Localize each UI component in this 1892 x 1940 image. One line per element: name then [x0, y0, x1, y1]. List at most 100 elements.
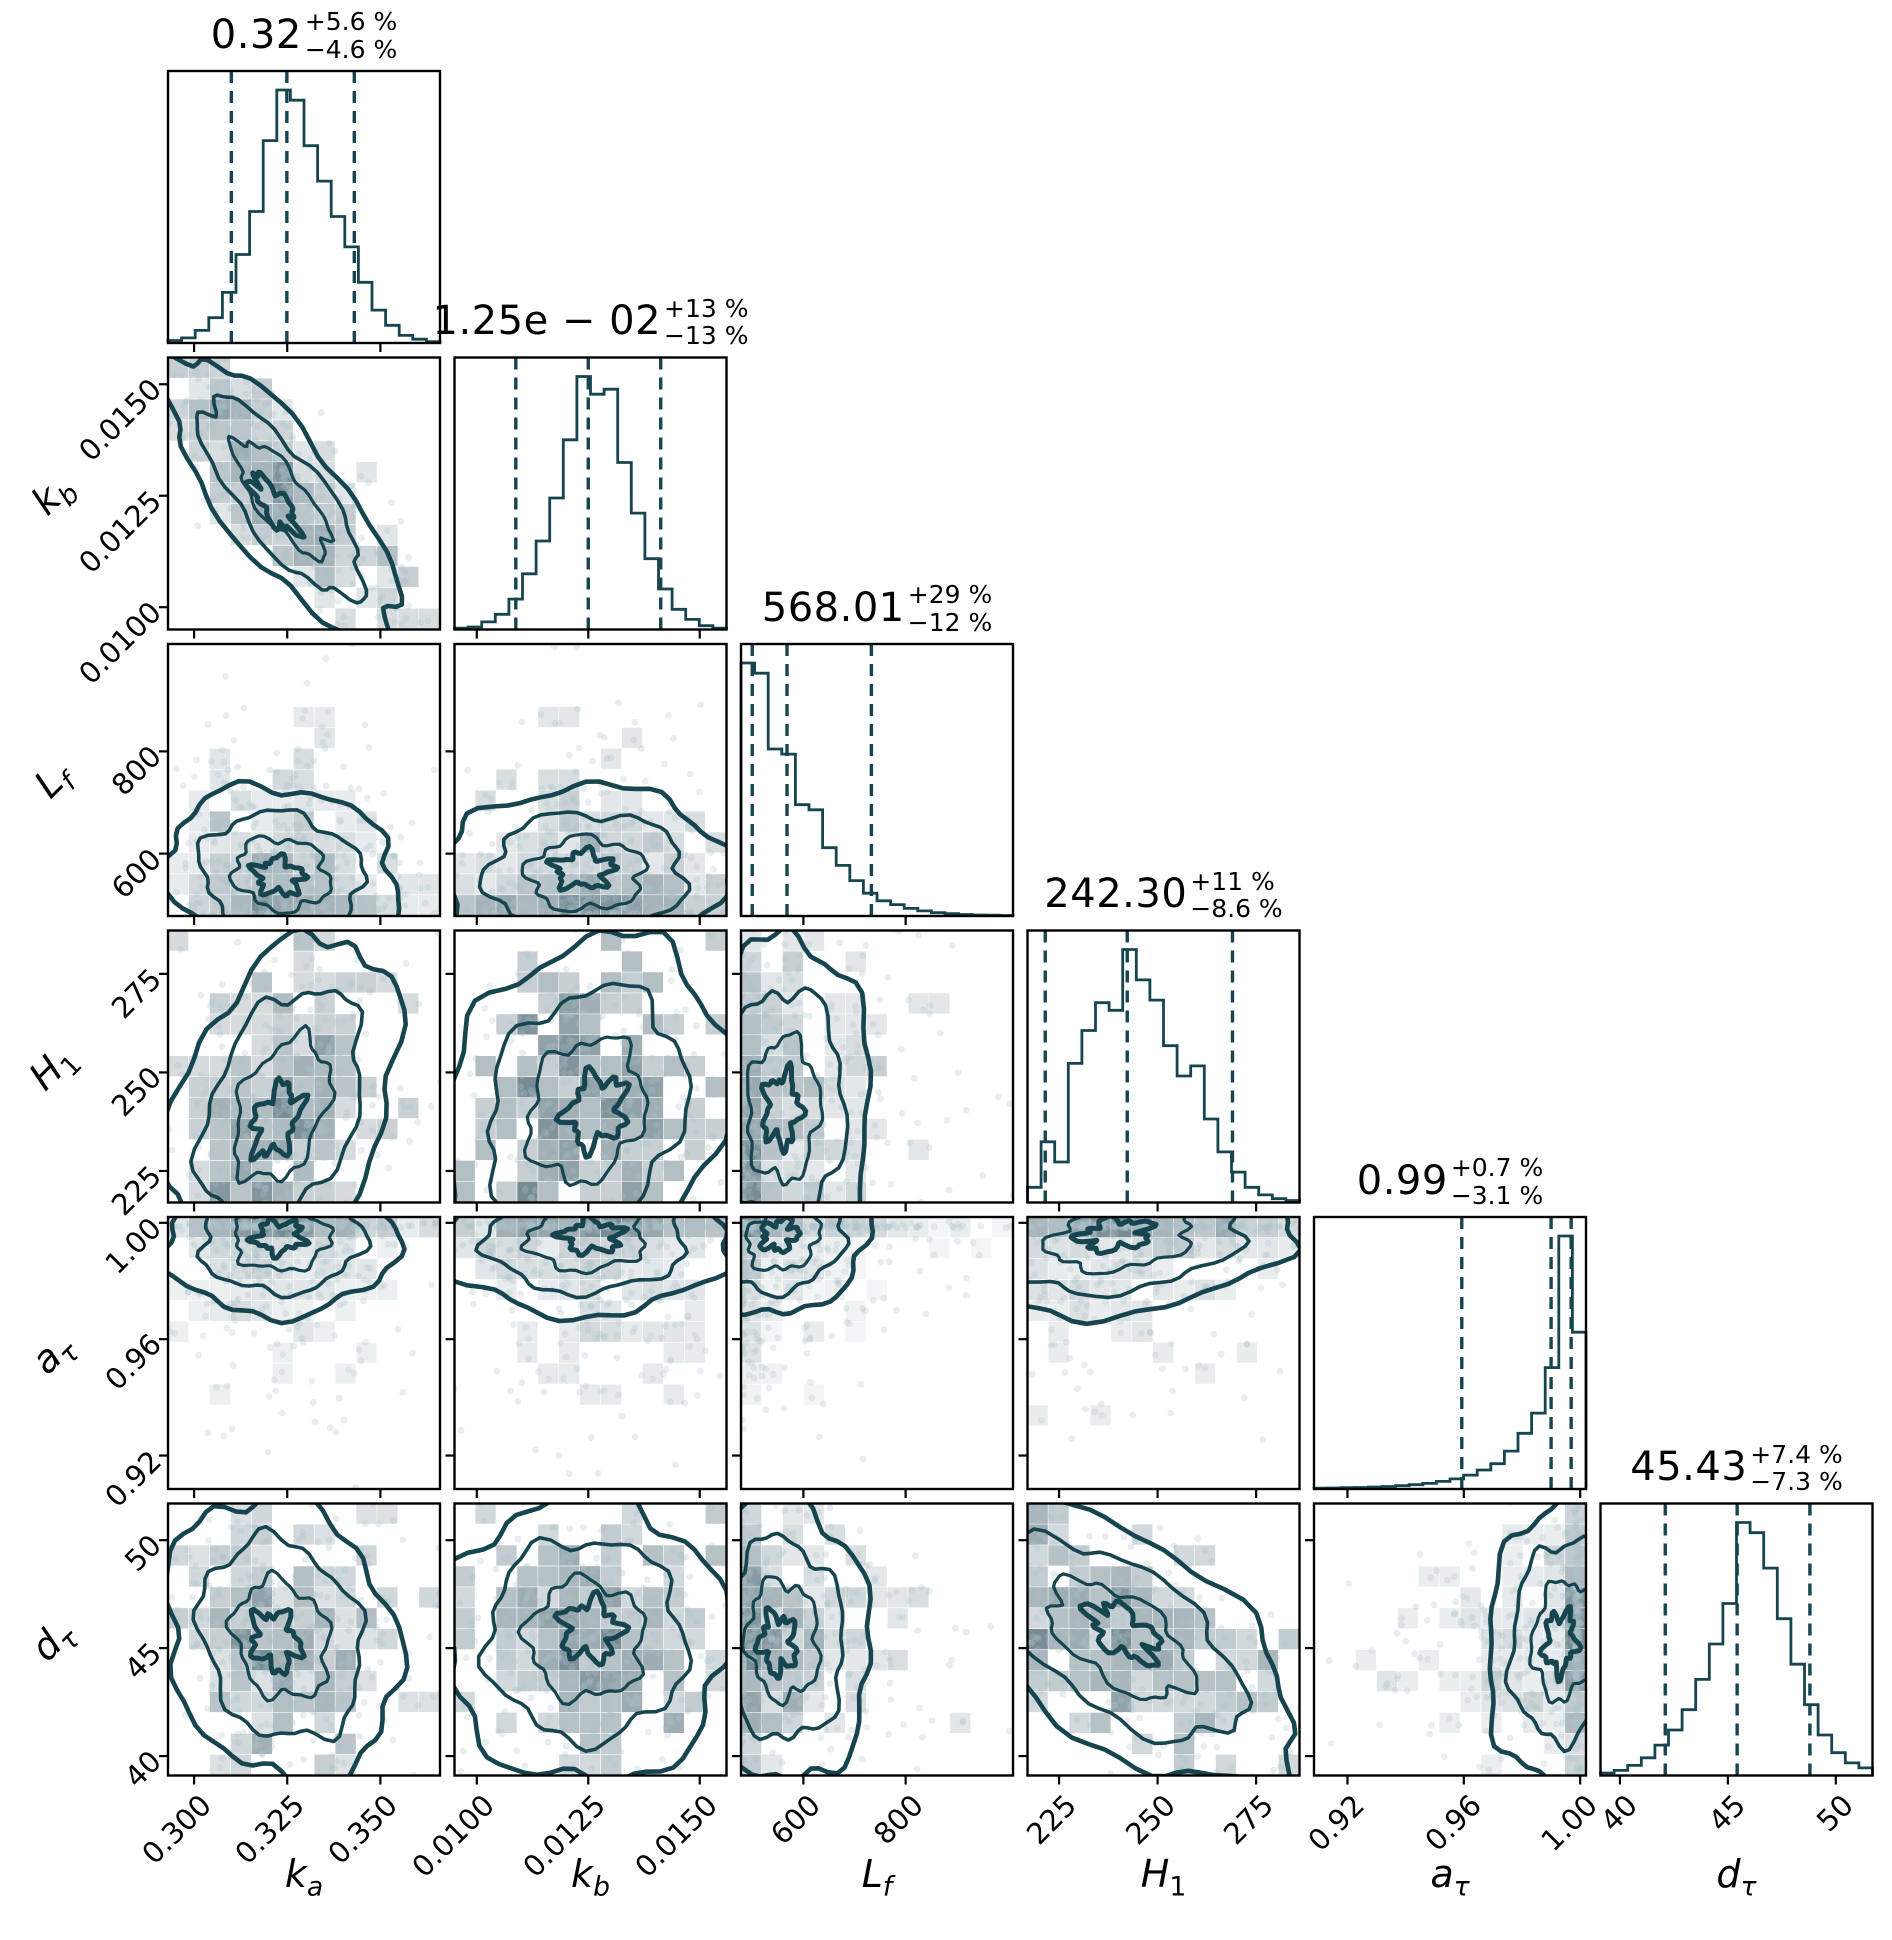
density-contour-level-1: [1027, 1527, 1254, 1746]
density-contour-level-1: [485, 981, 693, 1203]
panel-H_1-vs-k_b: [445, 929, 728, 1212]
histogram-step-k_a: [166, 88, 442, 344]
panel-H_1-vs-k_a: [159, 929, 442, 1212]
panel-a_tau-vs-k_b: [445, 1215, 728, 1498]
density-contour-level-1: [189, 988, 365, 1203]
title-plus-percent: +7.4 %: [1750, 1439, 1843, 1469]
panel-border: [739, 1502, 1015, 1777]
density-contour-level-3: [759, 1060, 809, 1156]
histogram-step-a_tau: [1312, 1234, 1588, 1490]
density-contour-level-0: [1027, 1503, 1298, 1776]
hist-panel-L_f: [739, 642, 1015, 925]
axis-label-base: L: [861, 1852, 883, 1896]
panel-border: [739, 1215, 1015, 1491]
panel-border: [453, 1502, 728, 1777]
title-value: 242.30: [1044, 871, 1188, 917]
density-contour-level-0: [454, 930, 727, 1203]
panel-k_b-vs-k_a: [159, 356, 442, 639]
histogram-step-H_1: [1026, 948, 1301, 1203]
panel-border: [1026, 1502, 1301, 1777]
density-contour-level-1: [1027, 1217, 1251, 1300]
axis-label-subscript: b: [593, 1871, 610, 1903]
panel-border: [453, 1215, 728, 1491]
density-contour-level-0: [168, 357, 405, 630]
axis-label-subscript: τ: [1740, 1871, 1757, 1903]
panel-border: [1026, 1215, 1301, 1491]
density-contour-level-1: [195, 808, 370, 916]
panel-L_f-vs-k_a: [159, 642, 442, 925]
density-contour-level-0: [1487, 1503, 1560, 1776]
title-value: 0.99: [1356, 1157, 1448, 1204]
histogram-step-L_f: [739, 661, 1015, 917]
title-uncertainty: +7.4 % −7.3 %: [1750, 1439, 1843, 1496]
title-minus-percent: −12 %: [907, 607, 993, 637]
panel-border: [1599, 1502, 1874, 1777]
density-contour-level-0: [741, 930, 874, 1203]
hist-panel-H_1: [1026, 929, 1301, 1212]
title-plus-percent: +5.6 %: [304, 7, 398, 36]
density-contour-level-1: [477, 810, 692, 916]
histogram-step-k_b: [453, 375, 728, 630]
density-contour-level-2: [741, 1575, 823, 1708]
title-minus-percent: −3.1 %: [1450, 1180, 1544, 1210]
axis-label-base: H: [1140, 1852, 1170, 1896]
panel-d_tau-vs-k_a: [159, 1502, 442, 1785]
density-contour-level-1: [741, 1217, 851, 1300]
density-contour-level-2: [522, 1035, 650, 1188]
title-value: 1.25e − 02: [432, 298, 662, 344]
density-contour-level-3: [544, 844, 621, 893]
density-contour-level-2: [744, 1217, 823, 1272]
title-k_b: 1.25e − 02 +13 % −13 %: [433, 294, 749, 349]
panel-d_tau-vs-a_tau: [1305, 1502, 1588, 1785]
density-contour-level-0: [454, 1217, 727, 1324]
hist-panel-k_b: [453, 356, 728, 639]
panel-border: [166, 1215, 442, 1491]
title-k_a: 0.32 +5.6 % −4.6 %: [210, 7, 398, 64]
density-contour-level-0: [741, 1217, 876, 1318]
density-contour-level-1: [476, 1535, 694, 1754]
density-contour-level-2: [519, 1217, 647, 1276]
panel-a_tau-vs-H_1: [1018, 1215, 1301, 1498]
panel-d_tau-vs-L_f: [732, 1502, 1015, 1785]
density-contour-level-1: [191, 1524, 368, 1744]
density-contour-level-3: [245, 851, 311, 899]
axis-label-subscript: f: [882, 1871, 893, 1903]
density-contour-level-0: [1027, 1217, 1300, 1327]
title-value: 0.32: [210, 11, 302, 58]
density-contour-level-2: [1041, 1217, 1194, 1276]
panel-border: [453, 642, 728, 918]
hist-panel-k_a: [166, 69, 442, 352]
x-axis-label-d_tau: dτ: [1716, 1852, 1756, 1900]
title-minus-percent: −4.6 %: [304, 34, 398, 64]
x-axis-label-k_a: ka: [285, 1852, 323, 1900]
title-a_tau: 0.99 +0.7 % −3.1 %: [1356, 1153, 1544, 1210]
panel-border: [1026, 929, 1301, 1204]
density-contour-level-3: [244, 1217, 312, 1261]
panel-border: [166, 1502, 442, 1777]
density-contour-level-3: [247, 1075, 311, 1163]
title-uncertainty: +13 % −13 %: [664, 294, 749, 350]
density-contour-level-2: [520, 832, 650, 914]
density-contour-level-0: [168, 1503, 410, 1776]
title-plus-percent: +0.7 %: [1450, 1153, 1544, 1182]
density-contour-level-2: [227, 834, 333, 916]
x-axis-label-k_b: kb: [571, 1852, 610, 1900]
density-contour-level-3: [1068, 1217, 1159, 1256]
title-uncertainty: +11 % −8.6 %: [1190, 867, 1282, 923]
panel-border: [166, 929, 442, 1204]
density-contour-level-0: [168, 930, 408, 1203]
density-contour-level-3: [752, 1605, 800, 1681]
hist-panel-a_tau: [1312, 1215, 1588, 1498]
density-contour-level-3: [553, 1064, 632, 1160]
density-contour-level-2: [224, 1568, 334, 1703]
title-minus-percent: −13 %: [664, 321, 749, 350]
panel-border: [166, 69, 442, 345]
panel-a_tau-vs-L_f: [732, 1215, 1015, 1498]
density-contour-level-2: [745, 1030, 825, 1187]
x-axis-label-L_f: Lf: [861, 1852, 893, 1900]
axis-label-base: a: [1430, 1852, 1454, 1896]
density-contour-level-2: [1528, 1579, 1586, 1705]
hist-panel-d_tau: [1599, 1502, 1874, 1785]
